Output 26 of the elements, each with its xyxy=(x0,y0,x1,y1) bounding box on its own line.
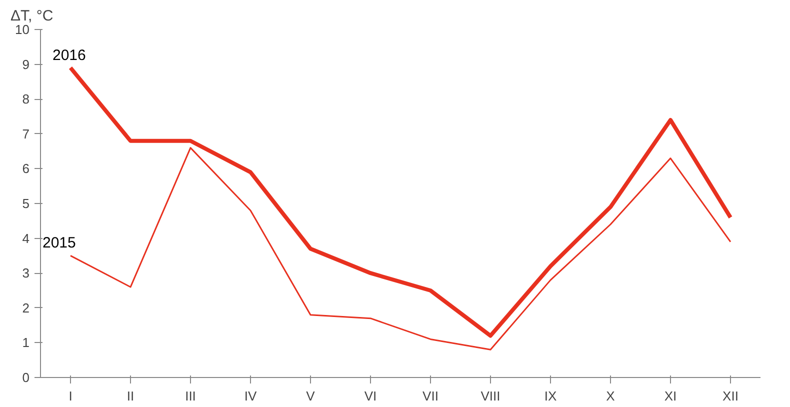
x-tick-label: XII xyxy=(722,388,738,404)
y-tick-label: 5 xyxy=(22,196,30,211)
x-tick-label: IX xyxy=(544,388,557,404)
y-axis-title: ΔT, °C xyxy=(10,8,54,24)
x-tick-label: VIII xyxy=(480,388,500,404)
x-tick-label: XI xyxy=(664,388,677,404)
x-tick-label: VI xyxy=(364,388,377,404)
y-tick-label: 1 xyxy=(22,335,30,350)
x-tick-label: III xyxy=(185,388,196,404)
y-tick-label: 8 xyxy=(22,92,30,107)
y-tick-label: 7 xyxy=(22,126,30,142)
y-tick-label: 2 xyxy=(22,300,30,316)
y-tick-label: 4 xyxy=(22,230,30,246)
x-tick-label: IV xyxy=(244,388,257,404)
x-tick-label: VII xyxy=(422,388,438,404)
y-tick-label: 0 xyxy=(22,370,30,385)
y-tick-label: 10 xyxy=(15,22,30,37)
y-tick-label: 3 xyxy=(22,266,30,281)
y-tick-label: 6 xyxy=(22,161,30,176)
y-tick-label: 9 xyxy=(22,56,30,72)
x-tick-label: II xyxy=(126,388,134,404)
series-label: 2015 xyxy=(42,234,76,252)
series-label: 2016 xyxy=(52,46,86,64)
x-tick-label: I xyxy=(68,388,72,404)
x-tick-label: V xyxy=(306,388,316,404)
x-tick-label: X xyxy=(606,388,616,404)
